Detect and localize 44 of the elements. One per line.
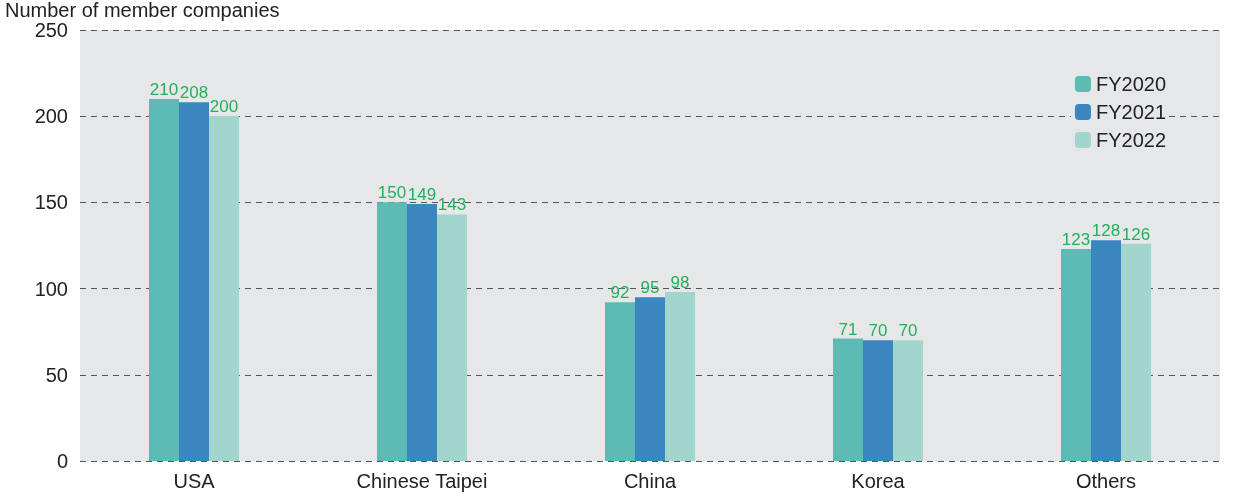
data-label: 149 (407, 185, 437, 205)
data-label: 150 (377, 183, 407, 203)
bar (1091, 240, 1121, 461)
x-tick-label: China (623, 470, 677, 492)
bar (407, 204, 437, 461)
y-tick-label: 0 (56, 450, 68, 472)
data-label: 200 (209, 97, 239, 117)
bar (863, 340, 893, 461)
bar (149, 98, 179, 461)
legend-label: FY2020 (1095, 73, 1167, 95)
x-tick-label: USA (173, 470, 216, 492)
y-axis-title: Number of member companies (5, 0, 280, 21)
data-label: 123 (1061, 229, 1091, 249)
legend-label: FY2022 (1095, 129, 1167, 151)
data-label: 126 (1121, 224, 1151, 244)
bar (665, 292, 695, 461)
data-label: 128 (1091, 221, 1121, 241)
data-label: 92 (610, 283, 630, 303)
x-tick-label: Chinese Taipei (356, 470, 488, 492)
bar (179, 102, 209, 461)
data-label: 70 (898, 321, 918, 341)
x-tick-label: Others (1075, 470, 1137, 492)
bar (209, 116, 239, 461)
bar (833, 338, 863, 461)
data-label: 143 (437, 195, 467, 215)
y-tick-label: 200 (34, 105, 68, 128)
bar (1121, 243, 1151, 461)
x-tick-label: Korea (851, 470, 906, 492)
y-tick-label: 150 (34, 191, 68, 214)
bar (377, 202, 407, 461)
data-label: 70 (868, 321, 888, 341)
y-tick-label: 100 (34, 277, 68, 300)
bar (635, 297, 665, 461)
bar (893, 340, 923, 461)
legend-label: FY2021 (1095, 101, 1167, 123)
y-tick-label: 50 (45, 363, 68, 386)
bar (437, 214, 467, 461)
data-label: 98 (670, 273, 690, 293)
bar (1061, 248, 1091, 461)
data-label: 71 (838, 319, 858, 339)
data-label: 210 (149, 79, 179, 99)
y-tick-label: 250 (34, 18, 68, 41)
data-label: 208 (179, 83, 209, 103)
bar (605, 302, 635, 461)
